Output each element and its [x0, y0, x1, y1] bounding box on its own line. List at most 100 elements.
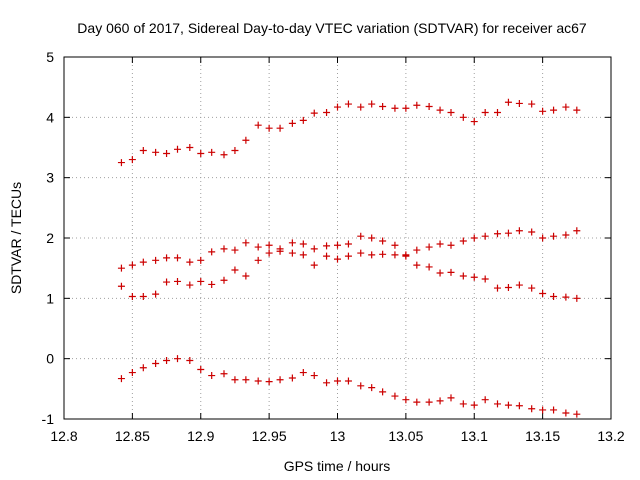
- data-point: [379, 238, 386, 245]
- data-point: [266, 250, 273, 257]
- data-point: [163, 150, 170, 157]
- data-point: [242, 273, 249, 280]
- data-point: [255, 377, 262, 384]
- data-point: [391, 242, 398, 249]
- data-point: [516, 402, 523, 409]
- data-point: [357, 382, 364, 389]
- data-point: [231, 376, 238, 383]
- data-point: [277, 125, 284, 132]
- data-point: [413, 262, 420, 269]
- data-point: [323, 379, 330, 386]
- data-point: [118, 283, 125, 290]
- data-point: [323, 253, 330, 260]
- data-point: [516, 282, 523, 289]
- data-point: [448, 269, 455, 276]
- data-point: [334, 256, 341, 263]
- data-point: [174, 254, 181, 261]
- data-point: [402, 105, 409, 112]
- data-point: [471, 118, 478, 125]
- data-point: [482, 109, 489, 116]
- data-point: [539, 290, 546, 297]
- data-point: [573, 227, 580, 234]
- data-point: [208, 281, 215, 288]
- y-tick-label: -1: [42, 411, 55, 427]
- data-point: [357, 233, 364, 240]
- series-2-points: [118, 227, 580, 271]
- data-point: [118, 159, 125, 166]
- data-point: [539, 108, 546, 115]
- data-point: [460, 238, 467, 245]
- data-point: [368, 251, 375, 258]
- x-tick-label: 13: [330, 428, 346, 444]
- data-point: [255, 122, 262, 129]
- data-point: [426, 263, 433, 270]
- data-point: [482, 233, 489, 240]
- data-point: [460, 273, 467, 280]
- data-point: [494, 109, 501, 116]
- data-point: [289, 250, 296, 257]
- data-point: [266, 125, 273, 132]
- x-tick-label: 13.2: [597, 428, 624, 444]
- data-point: [562, 231, 569, 238]
- sdtvar-scatter-chart: Day 060 of 2017, Sidereal Day-to-day VTE…: [0, 0, 640, 480]
- data-point: [413, 247, 420, 254]
- data-point: [242, 239, 249, 246]
- data-point: [505, 402, 512, 409]
- data-point: [345, 253, 352, 260]
- series-4-points: [118, 355, 580, 418]
- data-point: [539, 406, 546, 413]
- data-point: [174, 355, 181, 362]
- y-tick-label: 5: [46, 49, 54, 65]
- data-point: [345, 377, 352, 384]
- data-point: [186, 259, 193, 266]
- data-point: [368, 384, 375, 391]
- data-point: [140, 293, 147, 300]
- data-point: [300, 369, 307, 376]
- data-point: [231, 147, 238, 154]
- data-point: [186, 144, 193, 151]
- data-point: [528, 228, 535, 235]
- data-point: [129, 262, 136, 269]
- grid-lines: [64, 57, 611, 419]
- data-point: [437, 107, 444, 114]
- data-point: [494, 230, 501, 237]
- data-point: [208, 248, 215, 255]
- data-point: [391, 251, 398, 258]
- data-point: [562, 294, 569, 301]
- data-point: [197, 257, 204, 264]
- data-point: [118, 265, 125, 272]
- data-point: [334, 242, 341, 249]
- data-point: [426, 103, 433, 110]
- data-point: [516, 100, 523, 107]
- data-point: [220, 277, 227, 284]
- data-point: [562, 409, 569, 416]
- data-point: [426, 399, 433, 406]
- data-point: [516, 227, 523, 234]
- x-tick-label: 13.15: [525, 428, 560, 444]
- data-point: [311, 245, 318, 252]
- x-tick-label: 13.1: [461, 428, 488, 444]
- data-point: [311, 372, 318, 379]
- x-tick-label: 12.85: [115, 428, 150, 444]
- data-point: [471, 235, 478, 242]
- data-point: [391, 105, 398, 112]
- data-point: [300, 117, 307, 124]
- data-point: [460, 400, 467, 407]
- data-point: [197, 278, 204, 285]
- data-point: [437, 241, 444, 248]
- data-point: [152, 360, 159, 367]
- data-point: [242, 137, 249, 144]
- data-point: [494, 285, 501, 292]
- data-point: [505, 99, 512, 106]
- data-point: [528, 101, 535, 108]
- y-tick-label: 0: [46, 351, 54, 367]
- data-point: [311, 110, 318, 117]
- data-point: [505, 230, 512, 237]
- data-point: [186, 357, 193, 364]
- x-tick-label: 12.95: [252, 428, 287, 444]
- data-point: [129, 293, 136, 300]
- data-point: [231, 266, 238, 273]
- data-point: [471, 274, 478, 281]
- data-point: [437, 269, 444, 276]
- chart-title: Day 060 of 2017, Sidereal Day-to-day VTE…: [77, 20, 587, 36]
